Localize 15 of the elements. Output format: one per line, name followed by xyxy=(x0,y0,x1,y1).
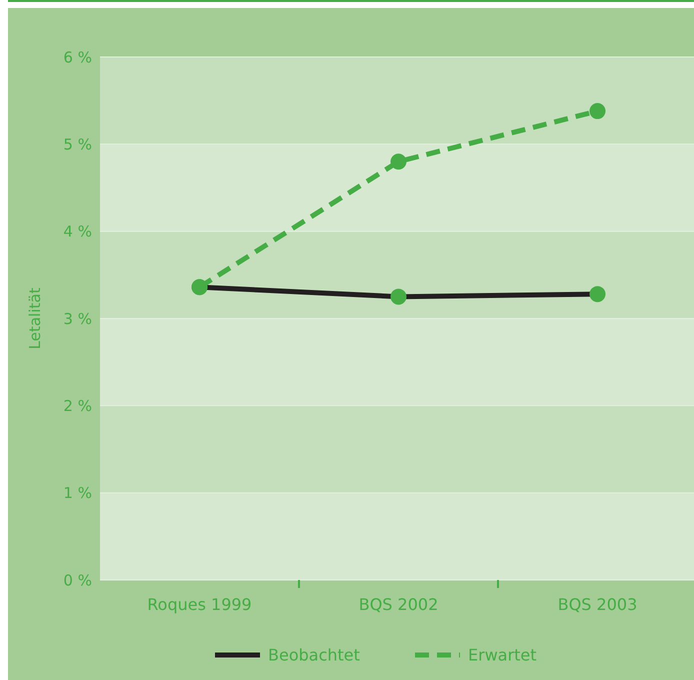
x-tick-label: BQS 2002 xyxy=(358,595,438,614)
y-axis-title: Letalität xyxy=(26,288,44,350)
point xyxy=(590,103,606,120)
x-tick-label: BQS 2003 xyxy=(558,595,638,614)
y-tick-label: 3 % xyxy=(63,310,92,328)
y-tick-label: 4 % xyxy=(63,222,92,241)
point xyxy=(390,154,406,170)
y-tick-label: 1 % xyxy=(63,484,92,502)
y-tick-label: 0 % xyxy=(63,571,92,590)
y-tick-label: 6 % xyxy=(63,48,92,66)
legend-label: Erwartet xyxy=(468,646,537,665)
y-tick-label: 5 % xyxy=(63,135,92,154)
x-tick-label: Roques 1999 xyxy=(147,595,252,614)
y-tick-label: 2 % xyxy=(63,396,92,415)
legend-label: Beobachtet xyxy=(268,646,360,665)
